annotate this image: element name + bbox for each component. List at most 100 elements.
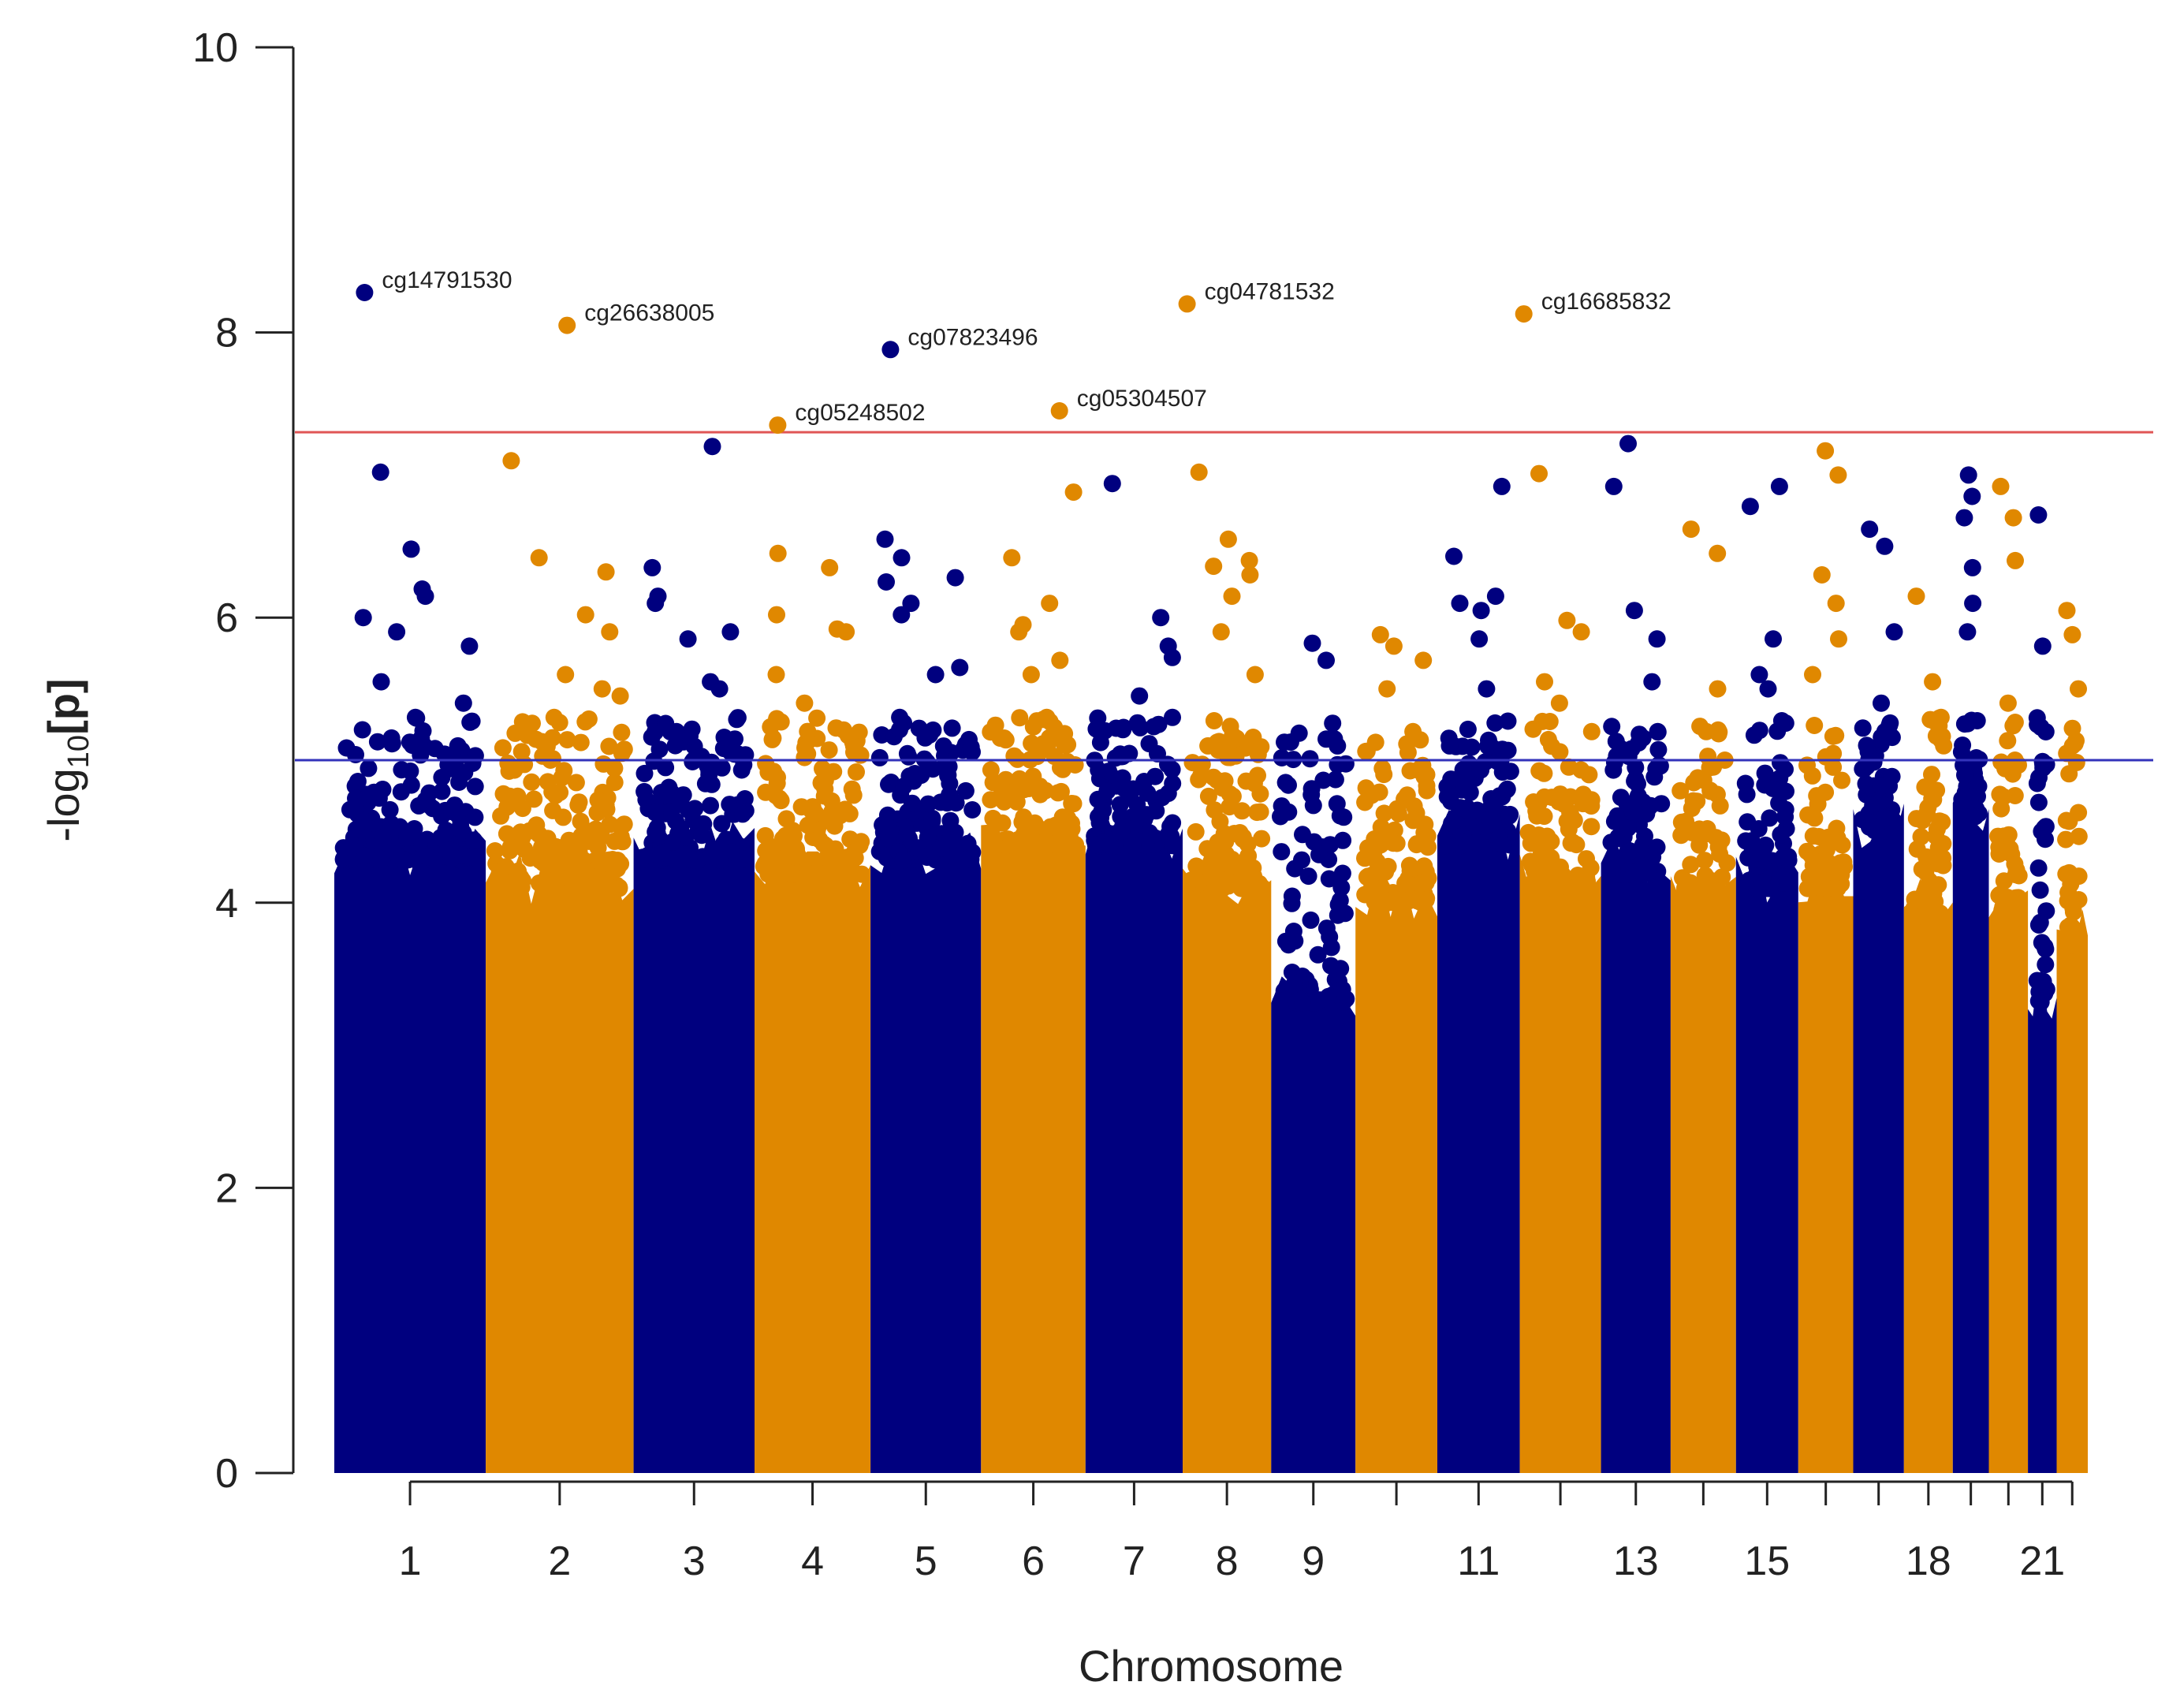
data-point <box>1738 785 1756 804</box>
chromosome-band-15 <box>1735 851 1798 1473</box>
data-point <box>765 763 783 781</box>
data-point <box>1929 839 1947 856</box>
data-point <box>1319 987 1337 1005</box>
peak-point <box>1958 623 1977 641</box>
data-point <box>1476 753 1494 771</box>
data-point <box>657 759 675 777</box>
y-axis: 0 2 4 6 8 10 <box>192 25 295 1497</box>
data-point <box>1190 770 1208 789</box>
chromosome-band-1 <box>334 829 486 1473</box>
peak-point <box>1303 634 1321 652</box>
data-point <box>356 847 374 865</box>
data-point <box>666 737 684 755</box>
data-point <box>360 785 378 804</box>
peak-point <box>891 708 909 726</box>
data-point <box>1320 870 1338 888</box>
data-point <box>1211 812 1229 830</box>
chromosome-band-7 <box>1085 815 1183 1473</box>
data-point <box>852 865 870 883</box>
data-point <box>1383 891 1401 909</box>
annotated-point-label: cg05248502 <box>795 400 925 426</box>
data-point <box>1187 822 1205 841</box>
data-point <box>1442 792 1460 811</box>
data-point <box>1740 871 1758 889</box>
data-point <box>1149 744 1166 763</box>
data-point <box>836 800 854 819</box>
peak-point <box>1709 680 1727 698</box>
data-point <box>1999 732 2017 750</box>
data-point <box>1049 784 1067 802</box>
data-point <box>2033 934 2051 952</box>
data-point <box>1996 893 2014 911</box>
peak-point <box>1451 595 1469 613</box>
data-point <box>544 801 562 819</box>
data-point <box>1582 818 1601 836</box>
annotated-point <box>881 341 900 359</box>
data-point <box>898 824 916 842</box>
data-point <box>762 718 780 736</box>
data-point <box>1440 836 1459 854</box>
peak-point <box>454 694 472 712</box>
data-point <box>1560 758 1578 776</box>
data-point <box>2003 765 2022 783</box>
peak-point <box>1964 595 1982 613</box>
data-point <box>1056 725 1074 743</box>
peak-point <box>597 563 615 581</box>
data-point <box>1233 802 1251 820</box>
peak-point <box>1649 722 1667 740</box>
peak-point <box>769 544 787 562</box>
data-point <box>686 800 704 818</box>
data-point <box>799 864 816 882</box>
x-tick-label: 3 <box>683 1538 706 1584</box>
annotated-point-label: cg04781532 <box>1205 278 1335 304</box>
peak-point <box>1582 722 1601 740</box>
data-point <box>1221 744 1239 762</box>
data-point <box>1923 790 1941 807</box>
peak-point <box>1558 611 1576 629</box>
annotated-point-label: cg14791530 <box>382 267 512 293</box>
data-point <box>405 820 423 837</box>
data-point <box>1329 896 1347 914</box>
data-point <box>543 783 561 801</box>
data-point <box>1468 801 1486 819</box>
data-point <box>374 829 392 847</box>
data-point <box>1750 722 1768 740</box>
data-point <box>505 761 524 779</box>
data-point <box>826 840 844 858</box>
peak-point <box>502 452 520 470</box>
data-point <box>393 761 411 779</box>
data-point <box>1625 863 1643 881</box>
peak-point <box>1246 666 1264 684</box>
annotated-point <box>558 316 576 334</box>
data-point <box>1828 829 1847 847</box>
data-point <box>1500 807 1518 825</box>
peak-point <box>1375 766 1393 784</box>
data-point <box>1855 760 1873 778</box>
data-point <box>1551 743 1569 761</box>
data-point <box>613 744 631 763</box>
data-point <box>1605 753 1623 771</box>
data-point <box>681 727 699 745</box>
data-point <box>1854 719 1872 737</box>
peak-point <box>593 680 611 698</box>
peak-point <box>545 708 563 726</box>
data-point <box>1187 857 1206 875</box>
peak-point <box>1813 566 1831 584</box>
peak-point <box>402 540 420 558</box>
data-point <box>1603 718 1621 736</box>
data-point <box>2057 830 2075 848</box>
chromosome-band-13 <box>1601 838 1671 1473</box>
peak-point <box>406 708 424 726</box>
y-axis-title-subscript: 10 <box>62 735 95 768</box>
peak-point <box>371 463 389 481</box>
x-tick-label: 11 <box>1457 1538 1500 1584</box>
data-point <box>360 759 378 778</box>
data-point <box>580 710 598 728</box>
data-point <box>826 864 844 882</box>
chromosome-band-5 <box>870 827 982 1473</box>
data-point <box>1459 720 1477 738</box>
data-point <box>2034 972 2052 990</box>
data-point <box>494 739 512 757</box>
data-point <box>822 792 840 810</box>
peak-point <box>946 569 964 587</box>
